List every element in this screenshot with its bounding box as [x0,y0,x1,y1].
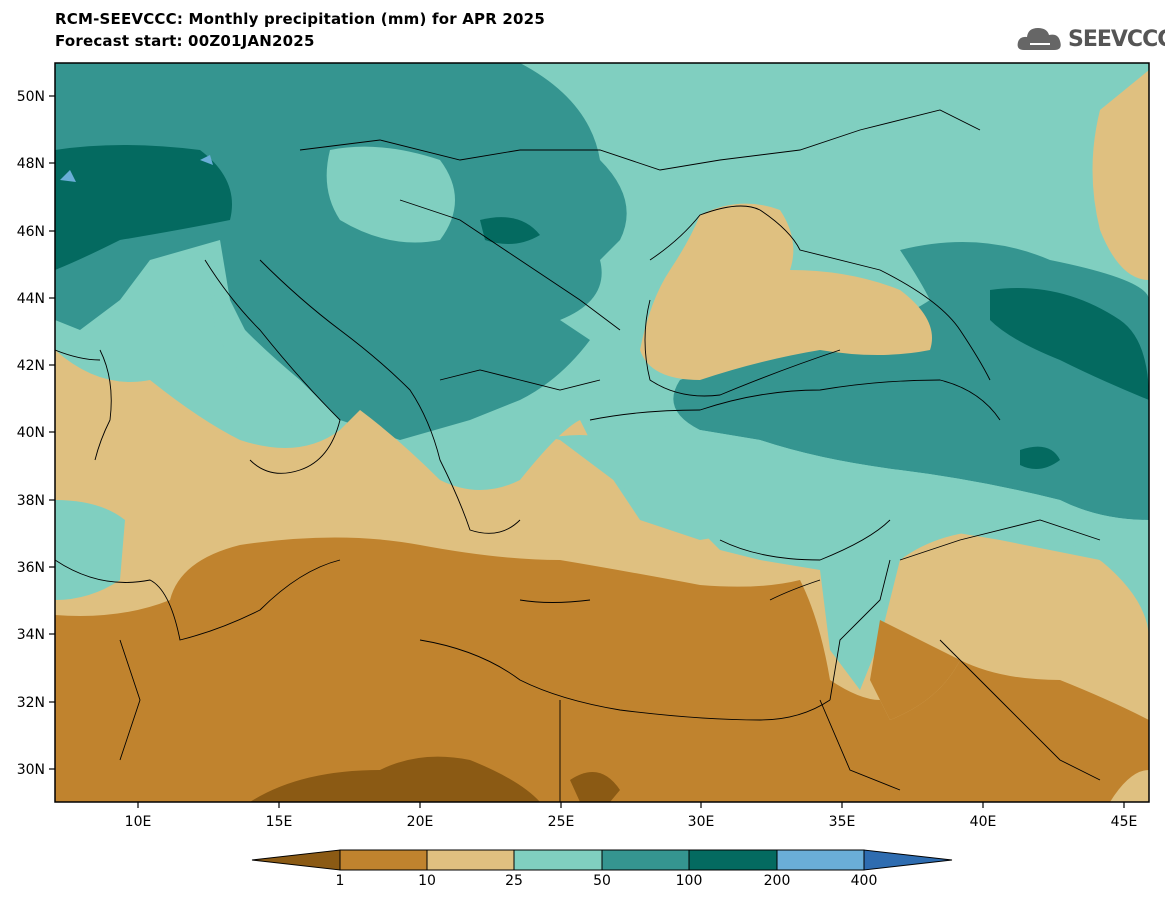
colorbar-segment [688,849,778,871]
colorbar-label: 400 [850,873,878,889]
seevccc-logo: SEEVCCC [1016,20,1165,56]
lat-labels: 50N 48N 46N 44N 42N 40N 38N 36N 34N 32N … [17,89,45,778]
lat-label: 46N [17,224,45,240]
forecast-start-label: Forecast start: 00Z01JAN2025 [55,32,315,50]
lat-label: 40N [17,425,45,441]
colorbar-segment [776,849,865,871]
lon-ticks [137,802,1125,808]
lon-label: 15E [266,814,293,830]
lat-label: 34N [17,627,45,643]
colorbar-label: 50 [593,873,611,889]
colorbar [251,849,953,871]
lat-ticks [49,95,55,770]
lon-label: 45E [1111,814,1138,830]
colorbar-label: 200 [763,873,791,889]
coastlines [55,109,1101,802]
colorbar-segment [863,849,953,871]
lat-label: 38N [17,493,45,509]
colorbar-label: 25 [505,873,523,889]
lon-label: 35E [829,814,856,830]
lat-label: 44N [17,291,45,307]
map-title: RCM-SEEVCCC: Monthly precipitation (mm) … [55,10,545,28]
lon-label: 10E [125,814,152,830]
lat-label: 32N [17,695,45,711]
lat-label: 42N [17,358,45,374]
colorbar-label: 10 [418,873,436,889]
lat-label: 48N [17,156,45,172]
lon-labels: 10E 15E 20E 25E 30E 35E 40E 45E [125,814,1138,830]
lon-label: 25E [548,814,575,830]
logo-text: SEEVCCC [1068,27,1165,52]
lon-label: 20E [407,814,434,830]
colorbar-label: 1 [335,873,345,889]
colorbar-segment [339,849,428,871]
lat-label: 36N [17,560,45,576]
lon-label: 30E [688,814,715,830]
colorbar-segment [601,849,690,871]
precipitation-field [55,63,1149,802]
cloud-icon [1017,28,1061,50]
lat-label: 50N [17,89,45,105]
colorbar-segment [426,849,515,871]
colorbar-segment [513,849,603,871]
colorbar-label: 100 [675,873,703,889]
colorbar-segment [251,849,341,871]
lon-label: 40E [970,814,997,830]
lat-label: 30N [17,762,45,778]
